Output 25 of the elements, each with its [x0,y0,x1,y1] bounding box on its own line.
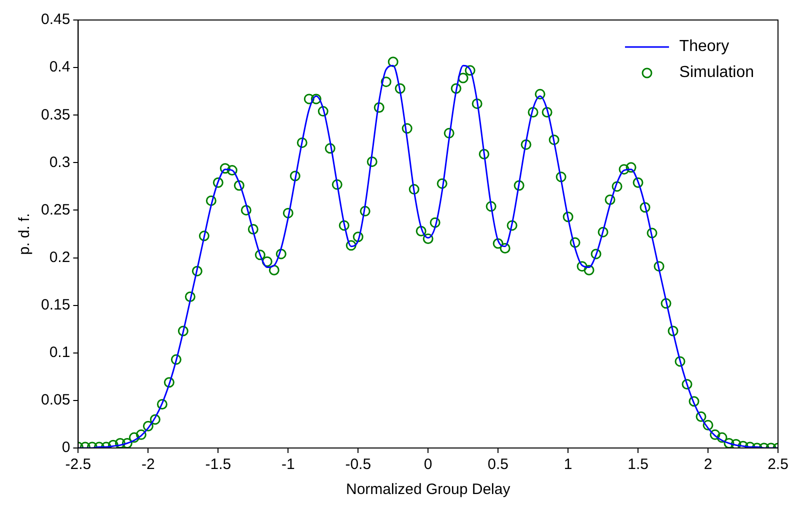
y-tick-label: 0.4 [49,58,70,76]
x-tick-label: -1.5 [205,456,232,474]
y-tick-label: 0.15 [40,296,70,314]
legend-label: Theory [679,38,730,56]
y-tick-label: 0.35 [40,106,70,124]
x-axis-title: Normalized Group Delay [346,481,511,498]
y-tick-label: 0.2 [49,248,70,266]
x-tick-label: 1.5 [628,456,648,474]
x-tick-label: 0.5 [488,456,509,474]
y-axis-title: p. d. f. [16,213,34,255]
legend-label: Simulation [679,64,754,82]
x-tick-label: 2.5 [768,456,788,474]
x-tick-label: 0 [424,456,432,474]
y-tick-label: 0 [62,439,70,456]
x-tick-label: -2 [142,456,155,474]
x-tick-label: -1 [281,456,295,474]
x-tick-label: 2 [704,456,712,474]
y-tick-label: 0.05 [40,392,70,409]
x-tick-label: -2.5 [65,456,92,474]
y-tick-label: 0.25 [40,201,70,218]
x-tick-label: -0.5 [345,456,372,474]
y-tick-label: 0.45 [40,11,70,28]
y-tick-label: 0.3 [49,154,70,171]
x-tick-label: 1 [564,456,572,474]
y-tick-label: 0.1 [49,344,70,362]
